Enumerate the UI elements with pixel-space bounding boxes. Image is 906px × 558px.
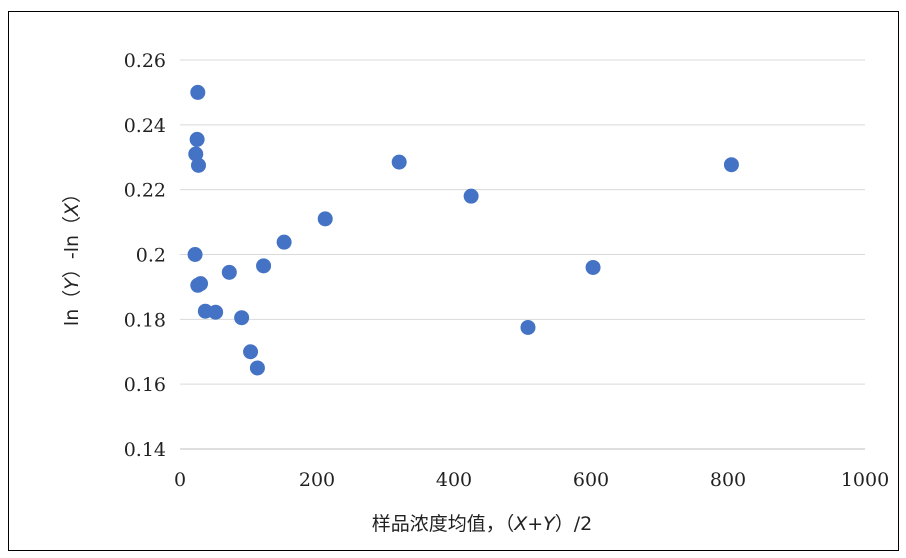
chart-frame [8, 11, 899, 551]
x-tick-label: 1000 [841, 469, 889, 491]
data-point [193, 276, 209, 292]
x-axis-title: 样品浓度均值，（X+Y）/2 [372, 513, 593, 535]
data-point [520, 319, 536, 335]
x-tick-label: 800 [710, 469, 746, 491]
y-tick-label: 0.16 [124, 374, 166, 396]
y-tick-label: 0.22 [124, 180, 166, 202]
data-point [190, 84, 206, 100]
y-tick-label: 0.26 [124, 50, 166, 72]
y-axis-title: ln（Y）-ln（X） [61, 184, 83, 326]
data-point [585, 259, 601, 275]
y-tick-labels: 0.14 0.16 0.18 0.2 0.22 0.24 0.26 [124, 50, 166, 461]
data-point [249, 360, 265, 376]
data-point [189, 131, 205, 147]
data-point [188, 146, 204, 162]
data-point [234, 310, 250, 326]
data-point [187, 247, 203, 262]
x-tick-label: 400 [436, 469, 472, 491]
data-point [276, 234, 292, 250]
data-point [391, 154, 407, 170]
data-point [190, 157, 206, 173]
y-tick-label: 0.24 [124, 115, 166, 137]
x-tick-label: 0 [174, 469, 186, 491]
data-point [463, 188, 479, 204]
x-tick-label: 600 [573, 469, 609, 491]
grid-lines [180, 59, 865, 450]
x-tick-label: 200 [299, 469, 335, 491]
data-point [208, 304, 224, 320]
y-tick-label: 0.14 [124, 439, 166, 461]
data-point [256, 258, 272, 274]
data-point [221, 264, 237, 280]
data-points [187, 84, 739, 376]
data-point [723, 157, 739, 173]
data-point [243, 344, 259, 360]
y-tick-label: 0.18 [124, 309, 166, 331]
data-point [317, 211, 333, 227]
y-tick-label: 0.2 [136, 245, 166, 267]
x-tick-labels: 0 200 400 600 800 1000 [174, 469, 889, 491]
